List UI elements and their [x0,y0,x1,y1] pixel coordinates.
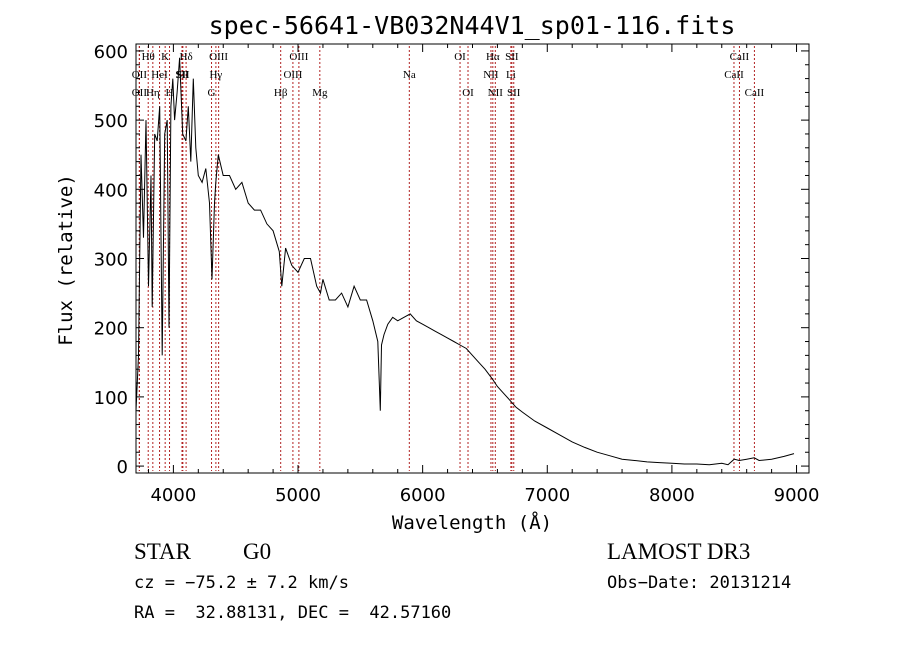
spectral-line-label: HeI [151,69,168,81]
spectral-line-label: SII [505,51,519,63]
y-tick-label: 400 [94,180,128,201]
spectral-line-label: Hβ [274,87,288,99]
spectral-line-label: SII [176,69,190,81]
spectral-line-label: CaII [745,87,765,99]
spectral-line-label: OIII [283,69,302,81]
x-tick-label: 8000 [649,485,695,506]
spectral-line-label: OI [462,87,474,99]
y-tick-label: 600 [94,42,128,63]
spectral-line-label: OI [454,51,466,63]
y-tick-label: 0 [117,457,128,478]
x-axis-label: Wavelength (Å) [392,511,552,534]
x-tick-label: 4000 [150,485,196,506]
spectral-line-label: Hθ [142,51,155,63]
spectral-line-label: Na [403,69,416,81]
redshift-cz: cz = −75.2 ± 7.2 km/s [134,573,349,593]
chart-title: spec-56641-VB032N44V1_sp01-116.fits [209,11,736,40]
spectral-line-label: OIII [289,51,308,63]
ra-dec-coordinates: RA = 32.88131, DEC = 42.57160 [134,603,452,623]
y-axis-ticks: 0 100 200 300 400 500 600 [94,42,809,478]
spectral-line-label: Hη [146,87,160,99]
spectral-line-label: Hδ [180,51,193,63]
y-tick-label: 100 [94,388,128,409]
spectral-line-label: K [161,51,169,63]
spectral-line-label: OII [132,69,148,81]
observation-date: Obs−Date: 20131214 [607,573,792,593]
spectral-line-label: G [208,87,216,99]
x-tick-label: 9000 [774,485,820,506]
x-axis-ticks: 4000 5000 6000 7000 8000 9000 [147,44,820,506]
x-tick-label: 7000 [524,485,570,506]
flux-series-line [135,57,795,466]
spectral-line-label: H [166,87,174,99]
spectral-line-label: Hα [486,51,500,63]
spectral-line-label: OII [132,87,148,99]
spectral-line-label: NII [483,69,499,81]
spectral-line-markers [138,46,755,471]
y-tick-label: 300 [94,250,128,271]
spectral-line-label: Hγ [209,69,222,81]
object-class: STAR [134,539,191,564]
spectral-line-label: SII [507,87,521,99]
spectral-line-label: CaII [730,51,750,63]
spectral-line-label: CaII [724,69,744,81]
y-axis-label: Flux (relative) [55,174,77,346]
spectral-line-label: NII [488,87,504,99]
spectral-line-label: Mg [312,87,328,99]
spectral-line-label: Li [506,69,516,81]
object-subclass: G0 [243,539,272,564]
x-tick-label: 6000 [400,485,446,506]
x-tick-label: 5000 [275,485,321,506]
y-tick-label: 500 [94,111,128,132]
y-tick-label: 200 [94,319,128,340]
spectral-line-label: OIII [209,51,228,63]
survey-name: LAMOST DR3 [607,539,751,564]
plot-frame [135,43,810,474]
